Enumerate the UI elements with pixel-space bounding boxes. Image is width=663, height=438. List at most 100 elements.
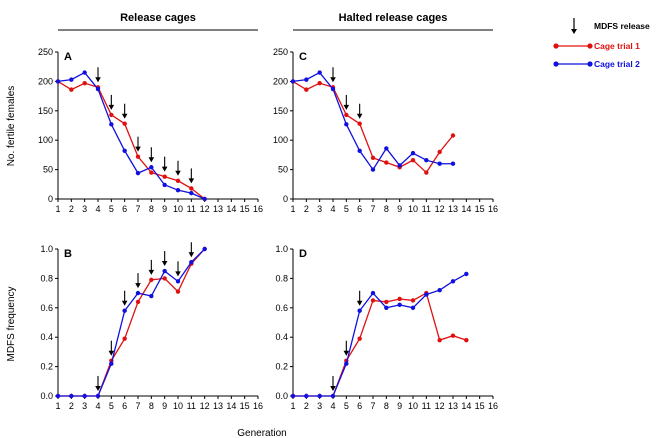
- ylabel-top: No. fertile females: [6, 86, 17, 167]
- data-point-trial1: [450, 333, 456, 338]
- data-point-trial1: [437, 149, 442, 155]
- series-line-trial2: [292, 71, 453, 171]
- release-arrow-head: [161, 261, 168, 267]
- data-point-trial1: [384, 299, 389, 305]
- y-tick-label: 1.0: [40, 244, 53, 254]
- y-tick-label: 100: [273, 135, 288, 145]
- x-tick-label: 12: [435, 204, 445, 214]
- data-point-trial2: [149, 165, 154, 170]
- data-point-trial1: [384, 160, 389, 165]
- data-point-trial2: [162, 182, 167, 188]
- data-point-trial2: [304, 77, 309, 82]
- x-tick-label: 8: [149, 204, 154, 214]
- x-tick-label: 1: [290, 401, 295, 411]
- x-tick-label: 12: [200, 204, 210, 214]
- x-tick-label: 9: [397, 401, 402, 411]
- ylabel-bottom: MDFS frequency: [6, 286, 17, 361]
- release-arrow-head: [188, 178, 195, 184]
- x-tick-label: 5: [344, 401, 349, 411]
- data-point-trial2: [424, 292, 429, 297]
- data-point-trial2: [82, 70, 87, 75]
- release-arrow-head: [343, 104, 350, 110]
- y-tick-label: 0.6: [275, 303, 288, 313]
- release-arrow-head: [330, 77, 336, 83]
- series-line-trial2: [293, 273, 467, 397]
- data-point-trial2: [450, 161, 456, 166]
- y-tick-label: 250: [273, 47, 288, 57]
- y-tick-label: 0.0: [40, 391, 53, 401]
- x-tick-label: 8: [149, 401, 154, 411]
- data-point-trial2: [410, 305, 416, 310]
- release-arrow-head: [121, 300, 128, 306]
- data-point-trial2: [437, 161, 442, 166]
- data-point-trial1: [162, 174, 167, 179]
- x-tick-label: 10: [408, 401, 418, 411]
- release-arrow-head: [95, 77, 101, 83]
- y-tick-label: 0.2: [40, 362, 53, 372]
- data-point-trial1: [135, 299, 141, 305]
- release-arrow-head: [108, 350, 115, 356]
- y-tick-label: 0.2: [275, 362, 288, 372]
- release-arrow-head: [330, 386, 336, 391]
- data-point-trial2: [384, 146, 389, 151]
- data-point-trial1: [464, 337, 469, 343]
- x-tick-label: 10: [173, 401, 183, 411]
- y-tick-label: 0: [283, 194, 288, 204]
- data-point-trial2: [410, 150, 416, 156]
- x-tick-label: 12: [435, 401, 445, 411]
- data-point-trial1: [317, 80, 322, 86]
- legend-item-release: MDFS release: [571, 18, 650, 34]
- data-point-trial2: [69, 77, 74, 82]
- data-point-trial2: [317, 393, 322, 399]
- x-tick-label: 10: [408, 204, 418, 214]
- x-tick-label: 15: [475, 204, 485, 214]
- x-tick-label: 5: [109, 204, 114, 214]
- x-tick-label: 9: [162, 204, 167, 214]
- y-tick-label: 0.4: [40, 332, 53, 342]
- release-arrow-head: [108, 104, 115, 110]
- x-tick-label: 15: [240, 401, 250, 411]
- data-point-trial2: [82, 393, 87, 399]
- data-point-trial2: [290, 79, 296, 84]
- data-point-trial2: [450, 279, 456, 284]
- y-tick-label: 150: [38, 106, 53, 116]
- data-point-trial1: [450, 133, 456, 138]
- data-point-trial1: [149, 277, 154, 283]
- data-point-trial2: [55, 79, 61, 84]
- x-tick-label: 15: [475, 401, 485, 411]
- y-tick-label: 0.8: [40, 273, 53, 283]
- release-arrow-head: [356, 113, 363, 119]
- x-tick-label: 13: [448, 401, 458, 411]
- release-arrow-head: [148, 269, 155, 275]
- x-tick-label: 2: [69, 204, 74, 214]
- data-point-trial2: [357, 308, 362, 313]
- data-point-trial2: [189, 260, 194, 265]
- release-arrow-head: [121, 113, 128, 119]
- data-point-trial2: [149, 293, 154, 299]
- panel-letter: C: [299, 51, 307, 63]
- data-point-trial1: [370, 298, 376, 303]
- data-point-trial1: [162, 276, 167, 281]
- y-tick-label: 0.4: [275, 332, 288, 342]
- x-tick-label: 14: [461, 204, 471, 214]
- legend-marker-trial1: [553, 43, 559, 49]
- x-tick-label: 1: [55, 204, 60, 214]
- data-point-trial1: [122, 336, 127, 341]
- xlabel: Generation: [237, 428, 286, 438]
- x-tick-label: 11: [187, 401, 196, 411]
- data-point-trial1: [410, 157, 416, 163]
- y-tick-label: 150: [273, 106, 288, 116]
- x-tick-label: 16: [488, 401, 498, 411]
- data-point-trial2: [357, 148, 362, 153]
- y-tick-label: 1.0: [275, 244, 288, 254]
- y-tick-label: 250: [38, 47, 53, 57]
- data-point-trial2: [317, 70, 322, 75]
- x-tick-label: 12: [200, 401, 210, 411]
- data-point-trial2: [370, 290, 376, 296]
- x-tick-label: 3: [82, 401, 87, 411]
- panel-d: D0.00.20.40.60.81.01 2 3 4 5 6 7 8 9 10 11 12 13 14 15…: [275, 244, 498, 411]
- x-tick-label: 2: [304, 401, 309, 411]
- x-tick-label: 11: [422, 204, 431, 214]
- data-point-trial1: [189, 186, 194, 191]
- x-tick-label: 3: [82, 204, 87, 214]
